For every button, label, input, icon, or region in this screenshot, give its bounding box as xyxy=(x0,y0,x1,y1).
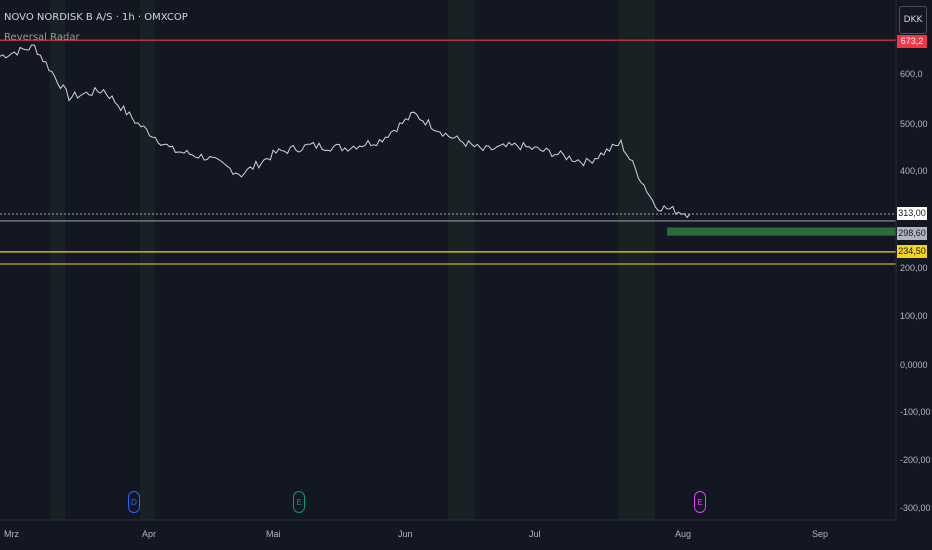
horizontal-levels xyxy=(0,39,896,265)
price-tick-label: 500,00 xyxy=(900,119,928,129)
price-tick-label: 600,0 xyxy=(900,69,923,79)
current-price-tag: 313,00 xyxy=(897,207,927,220)
month-label: Apr xyxy=(142,529,157,539)
session-band xyxy=(618,0,655,520)
price-tick-label: 100,00 xyxy=(900,311,928,321)
currency-button[interactable]: DKK xyxy=(899,6,927,34)
demand-zone xyxy=(667,227,896,236)
symbol-title[interactable]: NOVO NORDISK B A/S · 1h · OMXCOP xyxy=(4,12,188,23)
month-label: Mrz xyxy=(4,529,19,539)
price-tick-label: 200,00 xyxy=(900,263,928,273)
session-band xyxy=(448,0,475,520)
demand-zones xyxy=(667,227,896,236)
month-label: Jul xyxy=(529,529,541,539)
price-tick-label: -300,00 xyxy=(900,503,931,513)
session-band xyxy=(140,0,155,520)
split-earnings-icon[interactable]: E xyxy=(694,491,706,513)
session-highlight-bands xyxy=(50,0,655,520)
level-price-tag: 298,60 xyxy=(897,227,927,240)
month-label: Jun xyxy=(398,529,413,539)
price-tick-label: 400,00 xyxy=(900,166,928,176)
price-series-line xyxy=(0,44,691,219)
dividend-icon[interactable]: D xyxy=(128,491,140,513)
price-tick-label: 0,0000 xyxy=(900,360,928,370)
month-label: Aug xyxy=(675,529,692,539)
resistance-price-tag: 673,2 xyxy=(897,35,927,48)
session-band xyxy=(50,0,65,520)
price-tick-label: -200,00 xyxy=(900,455,931,465)
earnings-icon[interactable]: E xyxy=(293,491,305,513)
support-price-tag: 234,50 xyxy=(897,245,927,258)
price-tick-label: -100,00 xyxy=(900,407,931,417)
indicator-label[interactable]: Reversal Radar xyxy=(4,32,80,43)
month-label: Sep xyxy=(812,529,829,539)
month-label: Mai xyxy=(266,529,281,539)
